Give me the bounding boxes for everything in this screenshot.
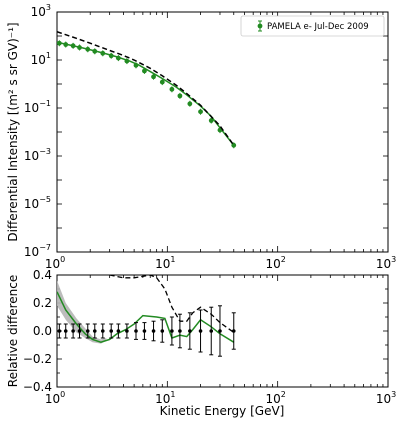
bottom-y-tick-label: −0.2	[23, 352, 52, 366]
bottom-data-point	[178, 329, 182, 333]
bottom-data-point	[100, 329, 105, 333]
bottom-data-point	[116, 329, 121, 333]
bottom-data-point	[170, 329, 174, 333]
bottom-data-point	[134, 329, 138, 333]
top-x-tick-label: 100	[45, 255, 65, 271]
top-y-tick-label: 103	[31, 3, 51, 19]
bottom-data-point	[63, 329, 68, 333]
top-data-point	[208, 118, 214, 123]
bottom-series	[57, 275, 236, 357]
top-data-point	[151, 74, 156, 80]
legend-label: PAMELA e- Jul-Dec 2009	[267, 22, 369, 32]
bottom-ticks	[56, 274, 388, 388]
legend-marker-point	[257, 23, 263, 29]
top-y-tick-label: 10−7	[24, 243, 51, 259]
bottom-y-tick-label: 0.4	[33, 268, 52, 282]
bottom-data-point	[125, 329, 129, 333]
bottom-y-tick-label: −0.4	[23, 380, 52, 394]
top-panel: 100 101 102 103 10−7 10−5 10−3 10−1 101 103 Diffe…	[6, 3, 396, 271]
bottom-data-point	[71, 329, 75, 333]
bottom-x-tick-label: 101	[155, 390, 175, 406]
bottom-data-point	[77, 329, 82, 333]
bottom-data-point	[57, 329, 62, 333]
top-data-point	[159, 79, 165, 85]
bottom-data-point	[142, 329, 147, 333]
bottom-x-tick-label: 102	[265, 390, 285, 406]
top-data-point	[187, 101, 193, 107]
bottom-tick-labels: 100 101 102 103 −0.4 −0.2 0.0 0.2 0.4	[23, 268, 396, 406]
x-axis-label: Kinetic Energy [GeV]	[160, 404, 285, 418]
top-x-tick-label: 101	[155, 255, 175, 271]
top-y-tick-label: 101	[31, 51, 51, 67]
top-data-point	[198, 109, 203, 115]
legend-frame	[240, 15, 385, 37]
bottom-data-point	[231, 329, 236, 333]
legend: PAMELA e- Jul-Dec 2009	[240, 15, 385, 37]
bottom-data-point	[218, 329, 222, 333]
bottom-dashed-model-line	[109, 275, 235, 333]
top-x-tick-label: 103	[376, 255, 396, 271]
top-data-point	[169, 86, 175, 92]
bottom-x-tick-label: 100	[45, 390, 65, 406]
top-y-axis-label: Differential Intensity [(m² s sr GV)⁻¹]	[6, 22, 20, 241]
bottom-data-point	[160, 329, 165, 333]
top-tick-labels: 100 101 102 103 10−7 10−5 10−3 10−1 101 103	[24, 3, 396, 271]
bottom-x-tick-label: 103	[376, 390, 396, 406]
bottom-data-point	[188, 329, 192, 333]
top-y-tick-label: 10−3	[24, 147, 51, 163]
bottom-panel: 100 101 102 103 −0.4 −0.2 0.0 0.2 0.4 Relative d…	[6, 268, 396, 418]
bottom-data-point	[85, 329, 90, 333]
bottom-y-tick-label: 0.0	[33, 324, 52, 338]
bottom-uncertainty-band	[57, 280, 107, 344]
top-y-tick-label: 10−1	[24, 99, 51, 115]
bottom-data-point	[198, 329, 203, 333]
top-x-tick-label: 102	[265, 255, 285, 271]
top-data-point	[177, 93, 183, 99]
top-ticks	[56, 12, 388, 253]
bottom-plot-frame	[56, 274, 389, 388]
top-series	[57, 31, 237, 149]
top-dashed-model-line	[57, 31, 235, 146]
bottom-data-point	[151, 329, 156, 333]
bottom-y-axis-label: Relative difference	[6, 275, 20, 387]
top-solid-model-line	[57, 41, 235, 146]
bottom-data-point	[109, 329, 114, 333]
bottom-y-tick-label: 0.2	[33, 296, 52, 310]
bottom-data-point	[209, 329, 214, 333]
bottom-data-point	[92, 329, 97, 333]
top-y-tick-label: 10−5	[24, 195, 51, 211]
